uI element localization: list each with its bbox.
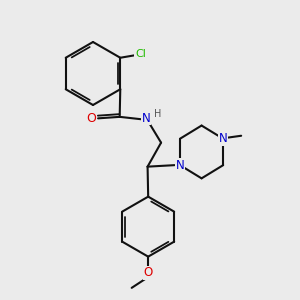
Text: O: O: [144, 266, 153, 279]
Text: H: H: [154, 110, 161, 119]
Text: N: N: [176, 159, 184, 172]
Text: Cl: Cl: [135, 49, 146, 59]
Text: O: O: [86, 112, 96, 125]
Text: N: N: [142, 112, 151, 124]
Text: N: N: [219, 132, 228, 145]
